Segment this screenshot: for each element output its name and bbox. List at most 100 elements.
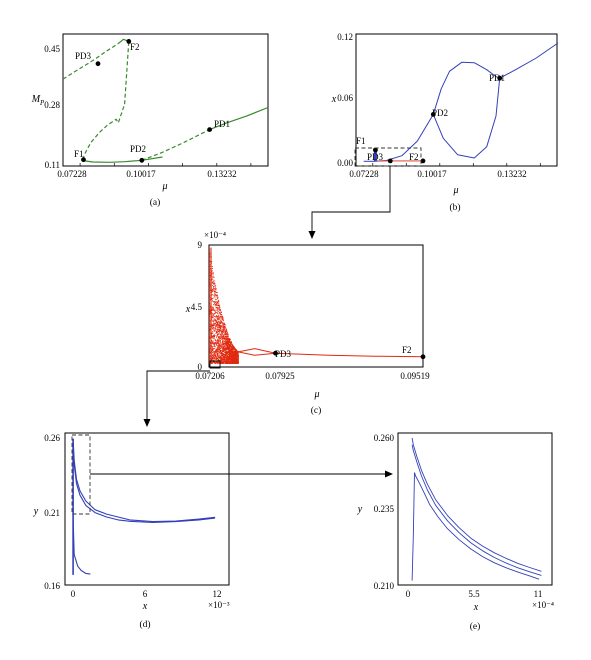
cloud-point: [228, 352, 230, 354]
cloud-point: [230, 352, 232, 353]
cloud-point: [232, 345, 234, 347]
cloud-point: [225, 354, 226, 355]
cloud-point: [227, 344, 229, 346]
cloud-point: [234, 358, 236, 360]
cloud-point: [220, 359, 221, 361]
cloud-point: [222, 332, 224, 334]
cloud-point: [216, 294, 218, 296]
cloud-point: [229, 355, 231, 357]
cloud-point: [212, 282, 214, 283]
cloud-point: [214, 356, 215, 358]
cloud-point: [225, 339, 227, 341]
cloud-point: [237, 361, 239, 363]
cloud-point: [231, 343, 233, 345]
cloud-point: [226, 336, 228, 338]
cloud-point: [226, 342, 228, 344]
cloud-point: [216, 324, 217, 326]
cloud-point: [222, 343, 224, 345]
cloud-point: [216, 318, 218, 320]
cloud-point: [230, 357, 232, 359]
cloud-point: [220, 361, 222, 363]
cloud-point: [226, 333, 227, 335]
cloud-point: [215, 325, 217, 326]
cloud-point: [229, 349, 231, 351]
cloud-point: [218, 305, 220, 306]
cloud-point: [221, 344, 223, 345]
cloud-point: [212, 343, 213, 344]
cloud-point: [217, 321, 219, 323]
cloud-point: [222, 333, 223, 335]
cloud-point: [218, 315, 220, 317]
cloud-point: [215, 355, 217, 357]
cloud-point: [222, 350, 224, 352]
cloud-point: [229, 356, 231, 357]
panel-b-point-pd2: [430, 112, 436, 117]
cloud-point: [218, 308, 220, 310]
cloud-point: [213, 326, 214, 328]
cloud-point: [221, 343, 223, 345]
cloud-point: [230, 347, 232, 349]
panel-c-frame: [208, 244, 424, 368]
cloud-point: [217, 361, 219, 363]
cloud-point: [217, 352, 219, 354]
cloud-point: [226, 361, 227, 362]
cloud-point: [224, 354, 226, 356]
cloud-point: [223, 326, 224, 328]
cloud-point: [212, 322, 214, 324]
cloud-point: [218, 336, 220, 338]
panel-d-xlabel: x: [142, 601, 148, 612]
panel-a-caption: (a): [150, 197, 161, 208]
cloud-point: [212, 332, 214, 334]
cloud-point: [228, 348, 229, 350]
cloud-point: [235, 362, 236, 364]
cloud-point: [224, 349, 226, 351]
cloud-point: [228, 339, 230, 340]
cloud-point: [227, 336, 229, 337]
cloud-point: [236, 357, 238, 359]
panel-a-label-pd3: PD3: [75, 51, 92, 61]
cloud-point: [224, 356, 226, 357]
cloud-point: [214, 291, 216, 293]
cloud-point: [218, 354, 220, 356]
cloud-point: [213, 272, 214, 274]
cloud-point: [222, 362, 223, 364]
panel-b-xtick: 0.13232: [497, 169, 526, 179]
cloud-point: [234, 356, 236, 358]
cloud-point: [229, 341, 231, 343]
cloud-point: [215, 326, 217, 328]
cloud-point: [219, 322, 221, 323]
cloud-point: [224, 354, 226, 355]
cloud-point: [225, 359, 227, 360]
cloud-point: [226, 356, 227, 358]
cloud-point: [222, 330, 223, 332]
cloud-point: [232, 350, 234, 351]
cloud-point: [225, 341, 227, 343]
cloud-point: [221, 332, 223, 334]
cloud-point: [214, 329, 216, 331]
panel-e-series-1: [411, 444, 542, 576]
cloud-point: [229, 351, 231, 352]
cloud-point: [237, 362, 239, 363]
cloud-point: [222, 359, 224, 361]
cloud-point: [233, 351, 235, 352]
cloud-point: [222, 341, 224, 343]
cloud-point: [224, 326, 226, 328]
cloud-point: [224, 357, 226, 359]
cloud-point: [213, 301, 215, 303]
cloud-point: [220, 313, 221, 315]
panel-a-series-3: [82, 104, 126, 160]
cloud-point: [223, 347, 224, 348]
cloud-point: [230, 349, 232, 350]
cloud-point: [218, 326, 220, 328]
cloud-point: [236, 359, 237, 361]
cloud-point: [212, 342, 214, 344]
cloud-point: [225, 327, 227, 329]
cloud-point: [213, 337, 215, 339]
cloud-point: [217, 351, 219, 353]
cloud-point: [230, 353, 232, 354]
cloud-point: [224, 341, 226, 343]
cloud-point: [223, 356, 225, 358]
cloud-point: [216, 322, 218, 323]
panel-b-ylabel: x: [331, 94, 337, 105]
cloud-point: [218, 356, 220, 358]
